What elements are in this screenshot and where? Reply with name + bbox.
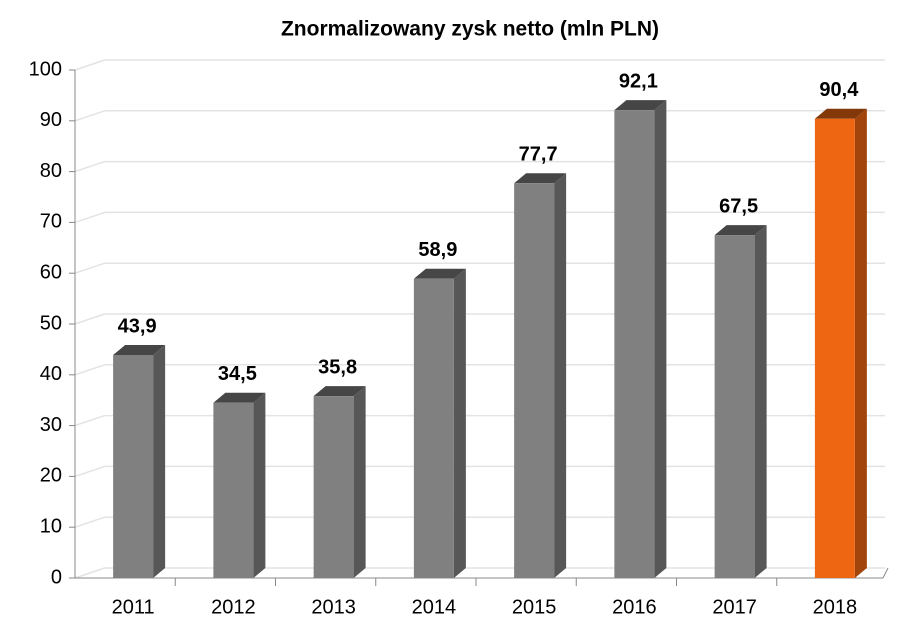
grid-line	[74, 160, 105, 173]
x-tick-label: 2015	[512, 596, 557, 618]
bar-top	[514, 173, 567, 184]
chart-title: Znormalizowany zysk netto (mln PLN)	[281, 18, 659, 41]
data-label: 77,7	[519, 144, 558, 166]
data-label: 92,1	[619, 70, 658, 92]
x-tick-label: 2018	[813, 596, 858, 618]
y-tick-label: 10	[40, 515, 62, 537]
y-tick-label: 20	[40, 465, 62, 487]
bar	[514, 183, 555, 578]
data-label: 90,4	[819, 79, 859, 101]
bar-top	[313, 386, 366, 397]
y-tick-label: 70	[40, 211, 62, 233]
bar-top	[213, 392, 266, 403]
y-tick-label: 80	[40, 160, 62, 182]
bar-top	[714, 225, 767, 236]
bar-side	[453, 268, 466, 578]
grid-line	[74, 313, 105, 325]
y-tick-label: 50	[40, 312, 62, 334]
data-label: 67,5	[719, 195, 758, 217]
x-tick-label: 2017	[712, 596, 757, 618]
grid-line	[74, 516, 105, 528]
y-tick-label: 60	[40, 261, 62, 283]
y-tick-label: 30	[40, 414, 62, 436]
grid-line	[74, 465, 105, 478]
bar-side	[253, 392, 266, 578]
bar-top	[413, 268, 466, 279]
data-label: 43,9	[118, 315, 157, 337]
grid-line	[74, 567, 105, 579]
bar-side	[754, 225, 767, 578]
bar	[714, 235, 755, 578]
y-tick-label: 90	[40, 109, 62, 131]
grid-line	[74, 364, 105, 376]
bar-side	[153, 344, 166, 578]
y-tick-label: 100	[29, 58, 62, 80]
data-label: 35,8	[318, 356, 357, 378]
bar-side	[654, 100, 667, 578]
bar-side	[854, 108, 867, 578]
floor-edge	[882, 567, 889, 579]
bar-top	[113, 344, 166, 355]
x-tick-label: 2011	[112, 596, 155, 618]
grid-line	[74, 59, 105, 71]
bar-side	[554, 173, 567, 578]
bar	[413, 278, 454, 578]
data-label: 34,5	[218, 363, 257, 385]
grid-line	[74, 110, 105, 122]
grid-line	[74, 211, 105, 224]
bar	[814, 118, 855, 578]
x-tick-label: 2013	[311, 596, 356, 618]
grid-line	[74, 414, 105, 427]
x-tick-label: 2014	[412, 596, 457, 618]
data-label: 58,9	[418, 239, 457, 261]
x-tick-label: 2012	[211, 596, 256, 618]
bar	[614, 110, 655, 578]
bar-side	[353, 386, 366, 578]
bar-top	[814, 108, 867, 119]
y-tick-label: 40	[40, 363, 62, 385]
x-tick-label: 2016	[612, 596, 657, 618]
y-tick-label: 0	[51, 566, 62, 588]
bar	[313, 396, 354, 578]
grid-line	[74, 262, 105, 274]
bar-top	[614, 100, 667, 111]
bar	[113, 354, 154, 578]
bar	[213, 402, 254, 578]
